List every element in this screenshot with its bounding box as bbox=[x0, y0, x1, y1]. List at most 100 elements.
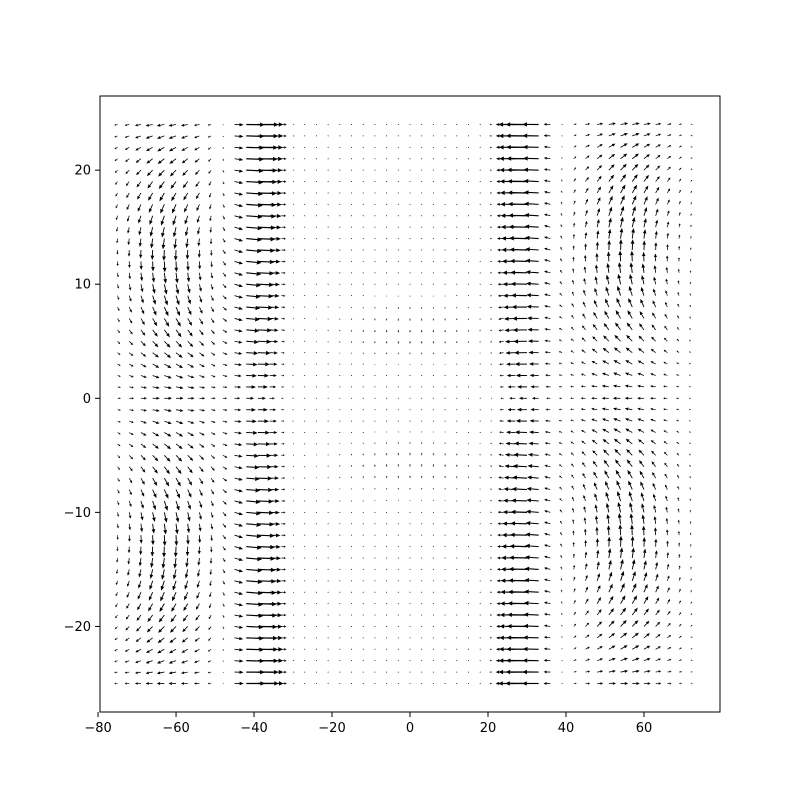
quiver-arrow bbox=[420, 318, 423, 321]
quiver-arrow bbox=[626, 459, 633, 468]
quiver-arrow bbox=[489, 180, 492, 183]
quiver-arrow bbox=[125, 169, 130, 175]
quiver-arrow bbox=[385, 318, 388, 321]
quiver-arrow bbox=[456, 660, 458, 662]
quiver-arrow bbox=[689, 362, 691, 365]
quiver-arrow bbox=[524, 235, 539, 241]
quiver-arrow bbox=[595, 526, 599, 536]
quiver-arrow bbox=[257, 328, 272, 333]
quiver-arrow bbox=[351, 591, 353, 593]
quiver-arrow bbox=[304, 306, 306, 308]
quiver-arrow bbox=[572, 234, 576, 239]
quiver-arrow bbox=[198, 512, 202, 520]
quiver-arrow bbox=[444, 249, 446, 251]
quiver-arrow bbox=[117, 489, 120, 494]
quiver-arrow bbox=[339, 432, 341, 434]
quiver-arrow bbox=[257, 419, 269, 424]
quiver-arrow bbox=[222, 135, 224, 137]
quiver-arrow bbox=[544, 475, 551, 479]
quiver-arrow bbox=[625, 360, 633, 365]
quiver-arrow bbox=[135, 158, 142, 163]
quiver-arrow bbox=[498, 340, 504, 343]
quiver-arrow bbox=[612, 407, 621, 411]
quiver-arrow bbox=[505, 351, 516, 355]
quiver-arrow bbox=[444, 464, 446, 467]
quiver-arrow bbox=[572, 256, 575, 262]
quiver-arrow bbox=[350, 464, 353, 467]
quiver-arrow bbox=[529, 419, 539, 423]
quiver-arrow bbox=[479, 603, 481, 605]
quiver-arrow bbox=[234, 192, 244, 196]
quiver-arrow bbox=[456, 591, 458, 593]
quiver-arrow bbox=[655, 634, 661, 639]
quiver-arrow bbox=[136, 614, 142, 621]
quiver-arrow bbox=[432, 523, 434, 525]
quiver-arrow bbox=[187, 432, 195, 437]
quiver-arrow bbox=[281, 625, 287, 628]
quiver-arrow bbox=[397, 625, 399, 627]
quiver-arrow bbox=[631, 547, 635, 559]
quiver-arrow bbox=[467, 341, 470, 343]
quiver-arrow bbox=[618, 250, 623, 262]
quiver-arrow bbox=[498, 351, 504, 355]
quiver-arrow bbox=[561, 168, 563, 171]
quiver-arrow bbox=[199, 420, 205, 424]
quiver-arrow bbox=[292, 329, 294, 331]
quiver-arrow bbox=[304, 546, 306, 548]
quiver-arrow bbox=[327, 432, 329, 434]
quiver-arrow bbox=[573, 682, 577, 685]
quiver-arrow bbox=[558, 351, 563, 353]
quiver-arrow bbox=[409, 260, 411, 262]
quiver-arrow bbox=[632, 681, 640, 685]
quiver-arrow bbox=[643, 633, 650, 639]
quiver-arrow bbox=[386, 637, 388, 639]
quiver-arrow bbox=[208, 181, 212, 186]
quiver-arrow bbox=[677, 497, 680, 502]
quiver-arrow bbox=[174, 523, 179, 535]
quiver-arrow bbox=[409, 341, 411, 344]
quiver-arrow bbox=[157, 637, 165, 644]
x-tick-label: −40 bbox=[240, 721, 267, 736]
quiver-arrow bbox=[304, 568, 306, 570]
quiver-arrow bbox=[197, 557, 201, 566]
quiver-arrow bbox=[117, 432, 121, 435]
quiver-arrow bbox=[117, 352, 121, 355]
quiver-arrow bbox=[222, 569, 226, 574]
quiver-arrow bbox=[362, 374, 364, 376]
quiver-arrow bbox=[631, 607, 638, 616]
quiver-arrow bbox=[148, 592, 154, 601]
quiver-arrow bbox=[409, 637, 411, 639]
quiver-arrow bbox=[293, 545, 295, 548]
quiver-arrow bbox=[560, 532, 563, 536]
quiver-arrow bbox=[667, 587, 670, 593]
quiver-arrow bbox=[582, 472, 586, 479]
quiver-arrow bbox=[128, 261, 131, 268]
quiver-arrow bbox=[677, 508, 680, 513]
quiver-arrow bbox=[292, 420, 294, 422]
quiver-arrow bbox=[198, 284, 202, 292]
quiver-arrow bbox=[168, 681, 177, 685]
quiver-arrow bbox=[643, 560, 647, 570]
quiver-arrow bbox=[643, 620, 650, 627]
quiver-arrow bbox=[281, 157, 287, 161]
quiver-arrow bbox=[665, 529, 669, 536]
quiver-arrow bbox=[663, 408, 668, 411]
quiver-arrow bbox=[432, 442, 435, 444]
quiver-arrow bbox=[663, 441, 668, 445]
quiver-arrow bbox=[573, 600, 576, 604]
quiver-arrow bbox=[339, 614, 341, 616]
quiver-arrow bbox=[187, 363, 195, 368]
quiver-arrow bbox=[432, 124, 434, 126]
quiver-arrow bbox=[257, 350, 271, 356]
quiver-arrow bbox=[293, 135, 295, 137]
quiver-arrow bbox=[208, 637, 212, 641]
quiver-arrow bbox=[444, 442, 446, 444]
quiver-arrow bbox=[304, 146, 306, 148]
quiver-arrow bbox=[608, 195, 613, 205]
quiver-arrow bbox=[643, 122, 651, 126]
quiver-arrow bbox=[351, 603, 353, 605]
quiver-arrow bbox=[489, 579, 492, 582]
quiver-arrow bbox=[339, 580, 341, 582]
quiver-arrow bbox=[140, 306, 145, 315]
quiver-arrow bbox=[409, 409, 411, 411]
